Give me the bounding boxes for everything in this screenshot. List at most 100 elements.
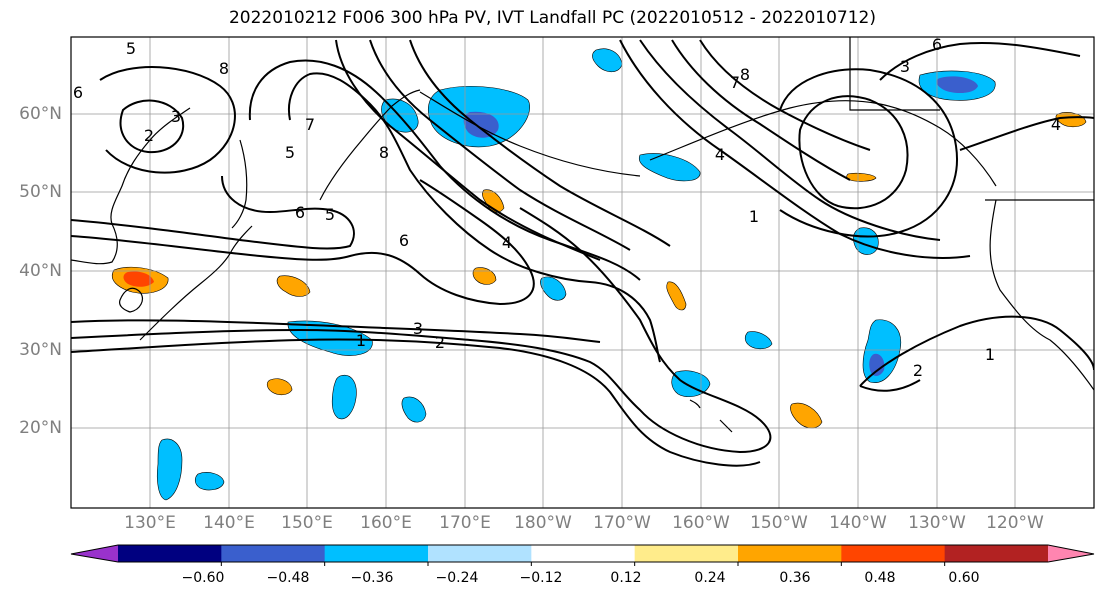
- pv-contour: [119, 99, 185, 154]
- anomaly-positive: [276, 275, 311, 297]
- lat-label: 50°N: [19, 182, 62, 202]
- anomaly-positive: [482, 189, 505, 213]
- lon-label: 120°W: [986, 513, 1044, 533]
- pv-contour: [71, 319, 601, 343]
- pv-contour: [798, 95, 909, 210]
- japan-coast: [139, 225, 253, 341]
- colorbar-tick-label: −0.60: [181, 570, 225, 586]
- contour-labels: 5 6 3 2 8 7 5 8 6 5 6 4 3 2 1 7 8 1 6 3 …: [73, 35, 1061, 380]
- contour-label: 6: [399, 231, 409, 250]
- contour-label: 4: [1051, 115, 1061, 134]
- pv-contour: [99, 66, 236, 174]
- contour-label: 2: [435, 333, 445, 352]
- pv-contour: [639, 39, 941, 241]
- lat-label: 20°N: [19, 418, 62, 438]
- canada-border: [849, 37, 940, 111]
- colorbar-tick-label: −0.48: [266, 570, 310, 586]
- lon-label: 160°E: [360, 513, 412, 533]
- anomaly-negative: [331, 374, 357, 420]
- alaska-coast: [649, 100, 997, 187]
- anomaly-negative: [156, 438, 183, 501]
- contour-label: 2: [913, 361, 923, 380]
- anomaly-positive: [266, 378, 293, 396]
- contour-label: 5: [325, 205, 335, 224]
- contour-label: 6: [73, 83, 83, 102]
- lon-label: 150°E: [281, 513, 333, 533]
- korea-coast: [119, 287, 143, 313]
- pv-contour: [369, 39, 631, 251]
- colorbar-tick-label: 0.60: [948, 570, 980, 586]
- contour-label: 4: [502, 233, 512, 252]
- contour-label: 7: [305, 115, 315, 134]
- pv-contour: [71, 175, 355, 250]
- contour-label: 3: [413, 319, 423, 338]
- contour-label: 3: [171, 107, 181, 126]
- anomaly-negative: [540, 276, 567, 301]
- anomaly-negative: [401, 396, 427, 423]
- map-title: 2022010212 F006 300 hPa PV, IVT Landfall…: [228, 8, 876, 28]
- aleutians: [419, 91, 641, 177]
- lon-label: 170°E: [439, 513, 491, 533]
- graticule: [71, 37, 1094, 508]
- colorbar-tick-label: 0.48: [864, 570, 896, 586]
- contour-label: 1: [985, 345, 995, 364]
- pv-contour: [71, 338, 761, 467]
- pv-contour: [409, 39, 671, 247]
- shaded-anomalies: [112, 48, 1087, 501]
- colorbar-tick-label: 0.24: [694, 570, 726, 586]
- pv-contour: [879, 41, 1081, 81]
- north-america-coast: [989, 199, 1094, 391]
- colorbar-tick-label: −0.12: [519, 570, 563, 586]
- lon-label: 150°W: [750, 513, 808, 533]
- sakhalin: [231, 139, 248, 229]
- pv-contour: [71, 207, 772, 454]
- contour-label: 5: [285, 143, 295, 162]
- pv-contour: [959, 116, 1094, 151]
- pv-contour: [671, 39, 851, 181]
- pv-contours: [71, 39, 1094, 467]
- anomaly-negative-core: [936, 76, 978, 94]
- lon-label: 170°W: [593, 513, 651, 533]
- lat-label: 60°N: [19, 104, 62, 124]
- lon-label: 140°W: [829, 513, 887, 533]
- anomaly-positive: [472, 267, 497, 285]
- contour-label: 8: [219, 59, 229, 78]
- hawaii: [689, 399, 733, 433]
- contour-label: 1: [749, 207, 759, 226]
- pv-contour: [859, 315, 1094, 387]
- pv-contour: [71, 179, 535, 306]
- pv-contour: [335, 39, 601, 261]
- map-panel: 5 6 3 2 8 7 5 8 6 5 6 4 3 2 1 7 8 1 6 3 …: [70, 35, 1095, 509]
- anomaly-negative: [638, 153, 701, 182]
- anomaly-positive: [666, 281, 687, 311]
- anomaly-negative-core: [869, 353, 885, 376]
- colorbar-tick-label: 0.12: [610, 570, 642, 586]
- colorbar-tick-label: −0.24: [435, 570, 479, 586]
- pv-contour: [779, 68, 958, 238]
- contour-label: 1: [356, 331, 366, 350]
- contour-label: 3: [900, 57, 910, 76]
- anomaly-negative: [194, 472, 225, 491]
- contour-label: 6: [932, 35, 942, 54]
- contour-label: 2: [144, 126, 154, 145]
- pv-contour: [619, 39, 971, 259]
- lon-label: 130°E: [124, 513, 176, 533]
- contour-label: 8: [740, 65, 750, 84]
- contour-label: 6: [295, 203, 305, 222]
- lon-label: 140°E: [203, 513, 255, 533]
- pv-contour: [859, 379, 921, 392]
- lon-label: 160°W: [672, 513, 730, 533]
- anomaly-positive: [846, 172, 877, 182]
- lon-label: 180°W: [514, 513, 572, 533]
- anomaly-positive-core: [123, 271, 154, 287]
- anomaly-negative: [592, 48, 623, 73]
- colorbar-tick-label: 0.36: [779, 570, 811, 586]
- asia-coast: [71, 107, 191, 265]
- contour-label: 7: [730, 73, 740, 92]
- map-frame: [70, 36, 1095, 509]
- lon-label: 130°W: [908, 513, 966, 533]
- colorbar-tick-label: −0.36: [350, 570, 394, 586]
- contour-label: 5: [126, 39, 136, 58]
- lat-label: 30°N: [19, 340, 62, 360]
- colorbar-tickmarks: [220, 562, 946, 566]
